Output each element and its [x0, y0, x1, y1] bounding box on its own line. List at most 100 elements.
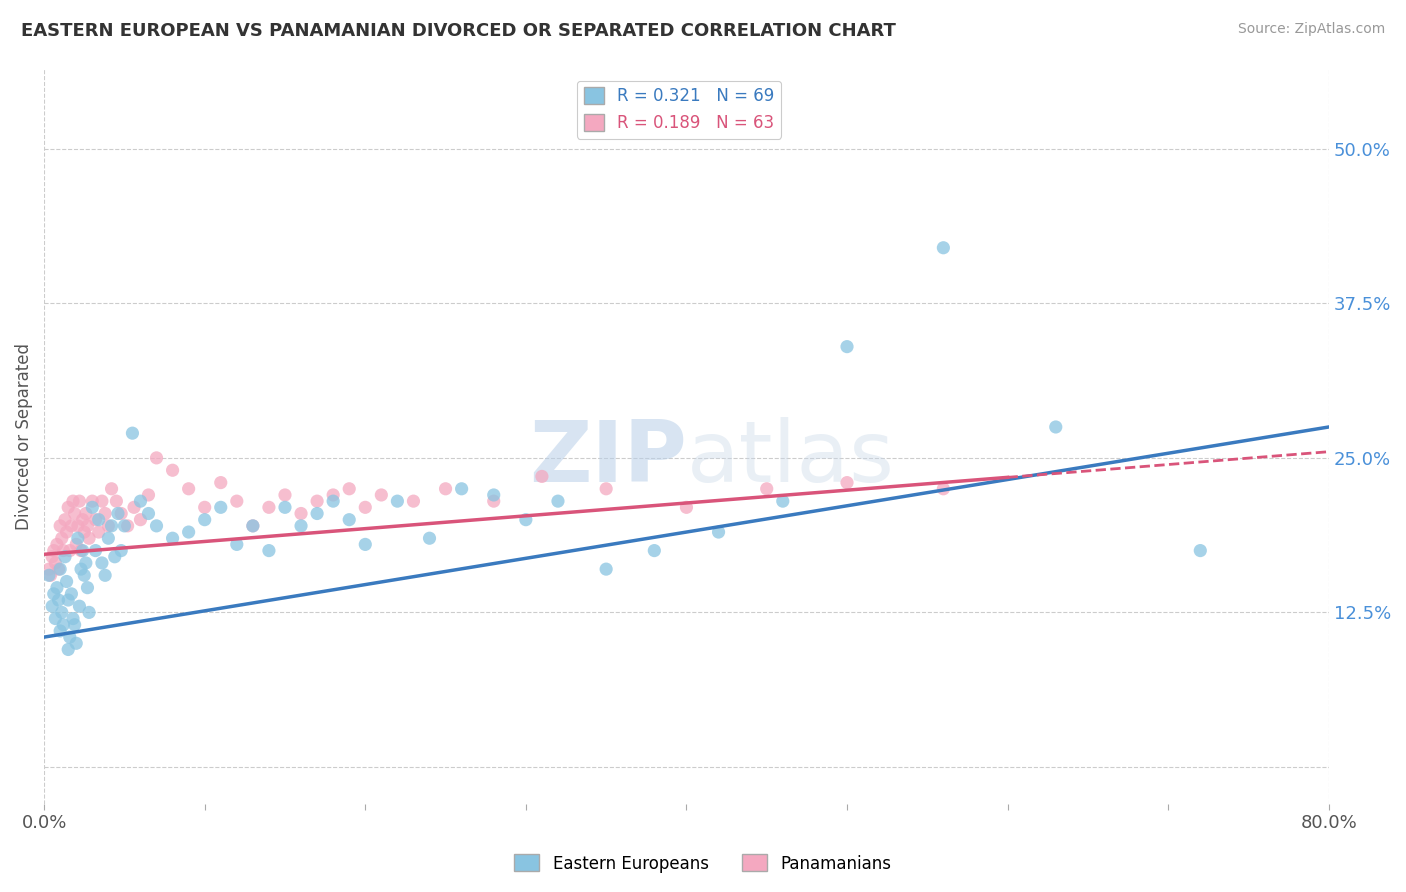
- Point: [242, 519, 264, 533]
- Point: [145, 519, 167, 533]
- Point: [307, 494, 329, 508]
- Point: [82, 494, 104, 508]
- Point: [60, 519, 83, 533]
- Point: [84, 513, 107, 527]
- Point: [515, 513, 537, 527]
- Point: [77, 606, 100, 620]
- Point: [58, 500, 80, 515]
- Point: [38, 562, 60, 576]
- Point: [354, 537, 377, 551]
- Point: [482, 494, 505, 508]
- Point: [1189, 543, 1212, 558]
- Point: [49, 519, 72, 533]
- Point: [387, 494, 409, 508]
- Text: Source: ZipAtlas.com: Source: ZipAtlas.com: [1237, 22, 1385, 37]
- Point: [707, 524, 730, 539]
- Point: [90, 556, 112, 570]
- Point: [94, 507, 117, 521]
- Point: [70, 562, 93, 576]
- Point: [835, 475, 858, 490]
- Point: [46, 537, 69, 551]
- Point: [209, 475, 232, 490]
- Point: [337, 513, 360, 527]
- Point: [110, 507, 132, 521]
- Point: [177, 524, 200, 539]
- Point: [482, 488, 505, 502]
- Point: [38, 568, 60, 582]
- Legend: Eastern Europeans, Panamanians: Eastern Europeans, Panamanians: [508, 847, 898, 880]
- Point: [129, 494, 152, 508]
- Point: [87, 513, 110, 527]
- Point: [307, 507, 329, 521]
- Point: [46, 581, 69, 595]
- Point: [39, 568, 62, 582]
- Point: [530, 469, 553, 483]
- Point: [643, 543, 665, 558]
- Point: [49, 562, 72, 576]
- Point: [104, 549, 127, 564]
- Point: [121, 426, 143, 441]
- Point: [194, 513, 217, 527]
- Point: [110, 543, 132, 558]
- Point: [58, 642, 80, 657]
- Point: [138, 507, 160, 521]
- Point: [63, 507, 86, 521]
- Point: [63, 617, 86, 632]
- Point: [162, 463, 184, 477]
- Point: [58, 593, 80, 607]
- Text: EASTERN EUROPEAN VS PANAMANIAN DIVORCED OR SEPARATED CORRELATION CHART: EASTERN EUROPEAN VS PANAMANIAN DIVORCED …: [21, 22, 896, 40]
- Point: [595, 562, 617, 576]
- Point: [62, 494, 84, 508]
- Point: [835, 340, 858, 354]
- Point: [55, 574, 77, 589]
- Point: [66, 519, 89, 533]
- Y-axis label: Divorced or Separated: Divorced or Separated: [15, 343, 32, 530]
- Point: [547, 494, 569, 508]
- Point: [53, 513, 76, 527]
- Point: [76, 519, 98, 533]
- Point: [42, 543, 65, 558]
- Point: [84, 543, 107, 558]
- Point: [138, 488, 160, 502]
- Point: [100, 519, 122, 533]
- Legend: R = 0.321   N = 69, R = 0.189   N = 63: R = 0.321 N = 69, R = 0.189 N = 63: [576, 80, 780, 138]
- Point: [112, 519, 135, 533]
- Point: [290, 507, 312, 521]
- Point: [97, 519, 120, 533]
- Point: [51, 606, 73, 620]
- Point: [53, 549, 76, 564]
- Point: [76, 581, 98, 595]
- Point: [932, 241, 955, 255]
- Point: [105, 494, 128, 508]
- Point: [322, 488, 344, 502]
- Point: [55, 524, 77, 539]
- Point: [73, 568, 96, 582]
- Point: [194, 500, 217, 515]
- Point: [48, 593, 70, 607]
- Point: [90, 494, 112, 508]
- Point: [177, 482, 200, 496]
- Point: [225, 537, 247, 551]
- Point: [60, 587, 83, 601]
- Point: [755, 482, 778, 496]
- Point: [73, 524, 96, 539]
- Point: [59, 630, 82, 644]
- Point: [69, 599, 91, 614]
- Point: [59, 543, 82, 558]
- Point: [94, 568, 117, 582]
- Point: [70, 543, 93, 558]
- Point: [49, 624, 72, 638]
- Point: [44, 556, 66, 570]
- Point: [65, 636, 87, 650]
- Point: [772, 494, 794, 508]
- Point: [66, 531, 89, 545]
- Point: [337, 482, 360, 496]
- Point: [44, 611, 66, 625]
- Point: [72, 513, 94, 527]
- Point: [1045, 420, 1067, 434]
- Point: [354, 500, 377, 515]
- Text: ZIP: ZIP: [529, 417, 686, 500]
- Point: [77, 531, 100, 545]
- Point: [48, 562, 70, 576]
- Point: [274, 488, 297, 502]
